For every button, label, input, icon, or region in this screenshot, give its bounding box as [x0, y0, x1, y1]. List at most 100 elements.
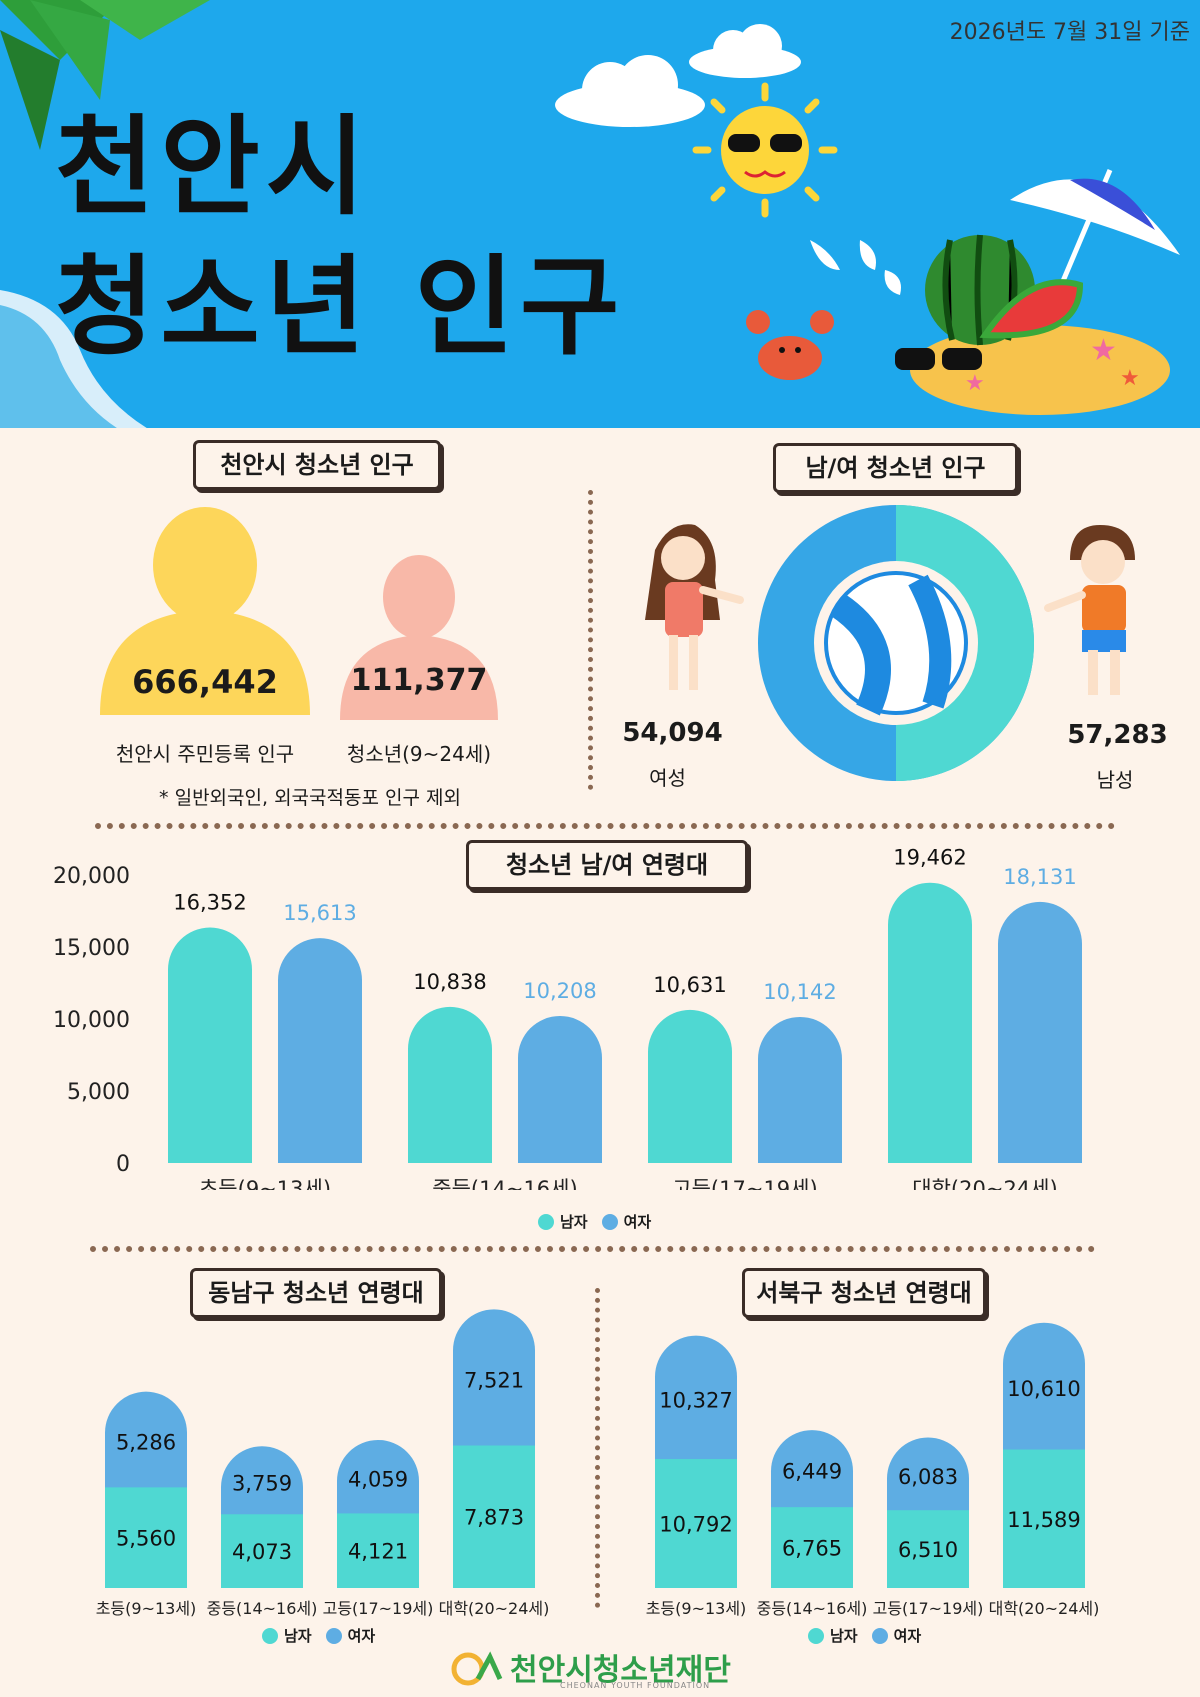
data-label: 15,613: [283, 901, 356, 925]
x-tick-label: 고등(17~19세): [873, 1599, 984, 1618]
bar-female: [278, 938, 362, 1163]
page-title-line-2: 청소년 인구: [55, 245, 626, 370]
legend-male-swatch: [538, 1213, 554, 1230]
cloud-icon: [689, 24, 801, 78]
svg-text:★: ★: [1090, 333, 1117, 368]
bar-male: [221, 1514, 303, 1588]
x-tick-label: 고등(17~19세): [672, 1177, 817, 1190]
age-chart-legend: 남자 여자: [538, 1211, 651, 1232]
x-tick-label: 초등(9~13세): [96, 1599, 197, 1618]
bar-female: [771, 1430, 853, 1510]
gender-section-tag: 남/여 청소년 인구: [773, 443, 1018, 493]
seobuk-chart-title: 서북구 청소년 연령대: [742, 1268, 986, 1318]
data-label: 19,462: [893, 846, 966, 870]
youth-population-silhouette: [340, 555, 498, 720]
leaves-decoration: [0, 0, 210, 150]
age-bar-chart: 0 5,000 10,000 15,000 20,000 16,352 15,613 초등(9…: [53, 846, 1082, 1190]
population-note: * 일반외국인, 외국국적동포 인구 제외: [159, 787, 461, 809]
youth-population-label: 청소년(9~24세): [346, 742, 492, 766]
bar-male: [888, 882, 972, 1163]
data-label: 4,073: [232, 1540, 292, 1564]
data-label: 10,327: [659, 1388, 732, 1412]
x-tick-label: 고등(17~19세): [323, 1599, 434, 1618]
dongnam-chart-legend: 남자 여자: [262, 1625, 375, 1646]
bar-female: [887, 1437, 969, 1513]
legend-male-swatch: [808, 1627, 824, 1644]
bar-female: [758, 1016, 842, 1163]
svg-text:★: ★: [965, 371, 985, 396]
footer-logo: 천안시청소년재단 CHEONAN YOUTH FOUNDATION: [450, 1645, 770, 1693]
crab-icon: [746, 310, 834, 380]
total-population-value: 666,442: [132, 663, 278, 701]
data-label: 4,059: [348, 1468, 408, 1492]
foundation-logo-icon: [451, 1651, 503, 1686]
population-section-tag: 천안시 청소년 인구: [193, 440, 441, 490]
x-tick-label: 대학(20~24세): [989, 1599, 1100, 1618]
x-tick-label: 초등(9~13세): [199, 1177, 331, 1190]
bar-female: [105, 1391, 187, 1490]
data-label: 3,759: [232, 1471, 292, 1495]
bar-male: [168, 927, 252, 1163]
legend-male-label: 남자: [830, 1627, 858, 1645]
data-label: 18,131: [1003, 865, 1076, 889]
section-divider-horizontal: [90, 1246, 1095, 1252]
legend-male-label: 남자: [560, 1213, 588, 1231]
water-decoration: [0, 290, 147, 428]
data-label: 10,838: [413, 970, 486, 994]
data-label: 11,589: [1007, 1508, 1080, 1532]
data-label: 4,121: [348, 1540, 408, 1564]
y-tick-label: 15,000: [53, 936, 130, 961]
x-tick-label: 초등(9~13세): [646, 1599, 747, 1618]
legend-female-swatch: [601, 1213, 618, 1230]
x-tick-label: 중등(14~16세): [432, 1177, 577, 1190]
male-label: 남성: [1096, 768, 1134, 792]
age-chart-title: 청소년 남/여 연령대: [466, 840, 748, 890]
y-tick-label: 0: [116, 1152, 130, 1177]
footer-logo-text: 천안시청소년재단: [510, 1653, 731, 1688]
total-population-label: 천안시 주민등록 인구: [115, 742, 295, 766]
section-divider-horizontal: [95, 823, 1115, 829]
x-tick-label: 대학(20~24세): [912, 1177, 1057, 1190]
legend-female-label: 여자: [623, 1213, 652, 1231]
data-label: 6,510: [898, 1538, 958, 1562]
data-label: 10,208: [523, 979, 596, 1003]
bar-male: [337, 1513, 419, 1588]
bar-female: [1003, 1322, 1085, 1452]
female-label: 여성: [649, 766, 686, 790]
bar-male: [771, 1507, 853, 1588]
data-label: 6,083: [898, 1465, 958, 1489]
total-population-silhouette: [100, 507, 310, 715]
seobuk-chart-legend: 남자 여자: [808, 1625, 921, 1646]
legend-female-swatch: [325, 1627, 342, 1644]
beach-island-icon: ★ ★ ★: [895, 169, 1180, 415]
page-title-line-1: 천안시: [55, 105, 372, 230]
bar-female: [452, 1309, 535, 1448]
bar-female: [518, 1016, 602, 1163]
youth-population-value: 111,377: [350, 663, 488, 698]
bar-female: [337, 1439, 419, 1516]
x-tick-label: 대학(20~24세): [439, 1599, 550, 1618]
bar-male: [453, 1445, 535, 1588]
y-tick-label: 20,000: [53, 864, 130, 889]
section-divider-vertical: [588, 490, 593, 790]
bar-male: [655, 1459, 737, 1588]
footer-logo-subtext: CHEONAN YOUTH FOUNDATION: [560, 1681, 711, 1690]
seobuk-stacked-bar-chart: 10,327 10,792 초등(9~13세) 6,449 6,765 중등(14~16세…: [646, 1322, 1100, 1618]
bar-male: [648, 1009, 732, 1163]
legend-male-swatch: [262, 1627, 278, 1644]
dongnam-stacked-bar-chart: 5,286 5,560 초등(9~13세) 3,759 4,073 중등(14~16세) 4…: [96, 1309, 550, 1618]
cloud-icon: [555, 55, 705, 127]
data-label: 5,560: [116, 1527, 176, 1551]
boy-character-icon: [1044, 525, 1135, 695]
svg-text:★: ★: [1120, 366, 1140, 391]
bar-male: [105, 1487, 187, 1588]
bar-male: [408, 1006, 492, 1163]
header-banner: 천안시 청소년 인구 2026년도 7월 31일 기준: [0, 0, 1200, 428]
legend-male-label: 남자: [284, 1627, 312, 1645]
x-tick-label: 중등(14~16세): [207, 1599, 318, 1618]
bar-female: [655, 1335, 737, 1462]
data-label: 10,792: [659, 1513, 732, 1537]
splash-icon: [810, 240, 901, 295]
female-value: 54,094: [622, 718, 723, 748]
x-tick-label: 중등(14~16세): [757, 1599, 868, 1618]
